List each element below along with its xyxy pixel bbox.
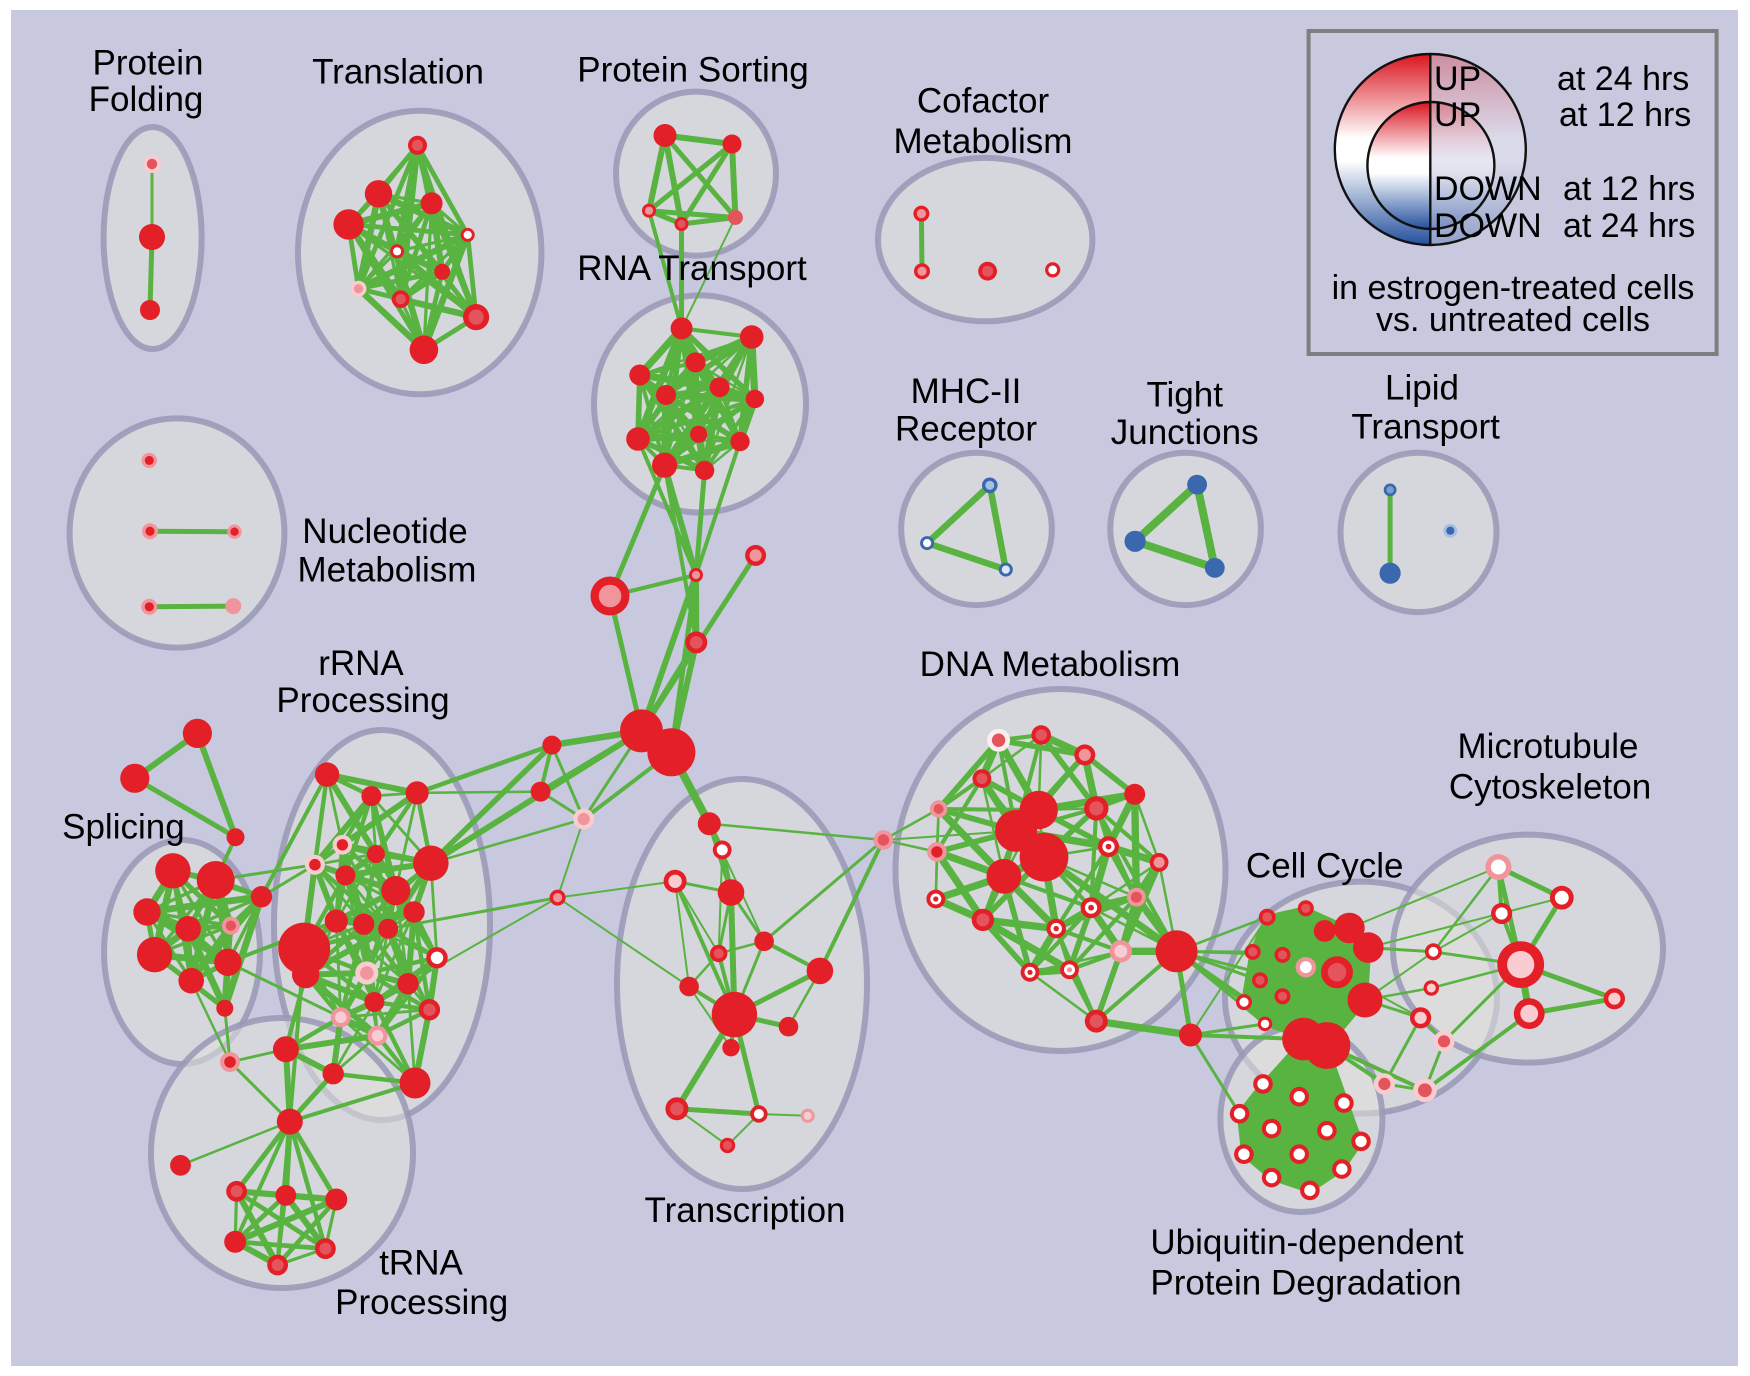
svg-text:Processing: Processing [335,1283,508,1322]
svg-text:Metabolism: Metabolism [894,122,1073,161]
svg-text:Cytoskeleton: Cytoskeleton [1449,767,1651,806]
svg-text:Transcription: Transcription [645,1191,846,1230]
svg-text:Metabolism: Metabolism [298,551,477,590]
svg-text:Ubiquitin-dependent: Ubiquitin-dependent [1150,1223,1464,1262]
svg-text:DOWN: DOWN [1434,170,1542,208]
svg-text:Folding: Folding [89,80,204,119]
svg-text:at 24 hrs: at 24 hrs [1563,207,1695,245]
svg-text:at 24 hrs: at 24 hrs [1557,60,1689,98]
svg-text:vs. untreated cells: vs. untreated cells [1376,301,1650,339]
svg-text:in estrogen-treated cells: in estrogen-treated cells [1332,269,1695,307]
svg-text:DNA Metabolism: DNA Metabolism [920,645,1181,684]
svg-text:Processing: Processing [276,681,449,720]
svg-text:at 12 hrs: at 12 hrs [1559,96,1691,134]
svg-text:Cofactor: Cofactor [917,82,1050,121]
svg-text:Protein: Protein [93,44,204,83]
svg-text:Receptor: Receptor [895,409,1037,448]
svg-text:Nucleotide: Nucleotide [302,512,467,551]
svg-text:Translation: Translation [312,53,484,92]
svg-text:RNA Transport: RNA Transport [577,249,807,288]
svg-text:DOWN: DOWN [1434,207,1542,245]
svg-text:Splicing: Splicing [62,808,185,847]
svg-text:Transport: Transport [1351,408,1500,447]
svg-text:Junctions: Junctions [1111,413,1259,452]
svg-text:tRNA: tRNA [379,1244,463,1283]
svg-text:Tight: Tight [1146,376,1223,415]
svg-text:UP: UP [1434,60,1481,98]
svg-text:MHC-II: MHC-II [911,372,1022,411]
svg-text:at 12 hrs: at 12 hrs [1563,170,1695,208]
svg-text:Cell Cycle: Cell Cycle [1246,846,1404,885]
svg-text:Protein Degradation: Protein Degradation [1150,1264,1461,1303]
svg-text:UP: UP [1434,96,1481,134]
svg-text:Lipid: Lipid [1385,369,1459,408]
svg-text:Protein Sorting: Protein Sorting [577,51,809,90]
svg-text:rRNA: rRNA [318,644,404,683]
svg-text:Microtubule: Microtubule [1458,727,1639,766]
